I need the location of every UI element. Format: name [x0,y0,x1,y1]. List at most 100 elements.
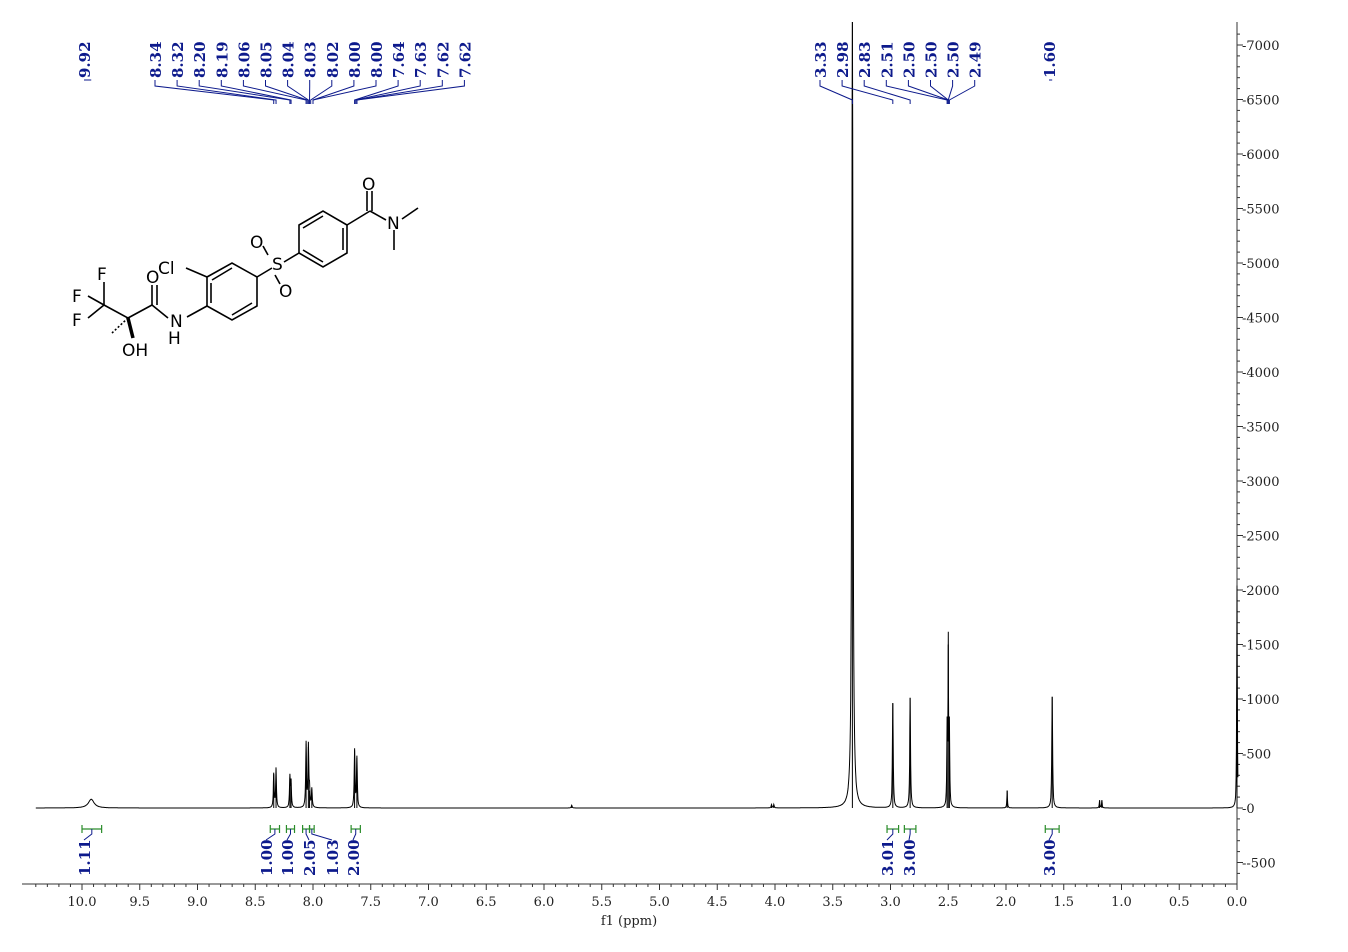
ring-b [299,211,347,267]
peak-label: 8.34 [147,41,165,78]
peak-label: 3.33 [812,41,830,78]
atom-oh: OH [122,341,148,361]
peak-label: 9.92 [76,41,94,78]
peak-label: 8.05 [258,41,276,78]
integral-label: 3.01 [879,839,897,876]
peak-label: 8.04 [280,41,298,78]
peak-connector [177,80,276,104]
bond-s-o1 [263,246,268,255]
x-tick-label: 4.0 [765,895,786,910]
y-tick-label: -1000 [1242,693,1279,708]
y-tick-label: -0 [1242,802,1255,817]
peak-connector [820,80,852,104]
peak-label: 2.50 [923,41,941,78]
atom-o-sulfonyl-2: O [279,282,292,302]
peak-label: 8.20 [191,41,209,78]
x-tick-label: 8.5 [245,895,266,910]
ring-a-double-1 [212,268,232,280]
y-tick-label: -3000 [1242,475,1279,490]
y-tick-label: -7000 [1242,39,1279,54]
peak-label: 7.62 [434,41,452,78]
x-tick-label: 0.0 [1227,895,1248,910]
y-tick-label: -6500 [1242,94,1279,109]
ring-b-double-3 [303,250,323,262]
molecule-structure [88,191,418,338]
bond-cf3-f3 [88,305,104,318]
peak-label: 2.50 [900,41,918,78]
integral-connector [306,829,309,840]
peak-label: 2.51 [878,41,896,78]
peak-label: 8.19 [213,41,231,78]
atom-f1: F [97,265,107,285]
integrals: 1.11 1.00 1.00 2.05 1.03 2.00 3.01 3.00 3.00 [76,825,1059,876]
x-tick-label: 7.0 [418,895,439,910]
bond-cq-oh [128,318,133,338]
integral-label: 1.00 [258,839,276,876]
bond-nh [187,306,207,317]
peak-label: 8.03 [302,41,320,78]
y-tick-label: -1500 [1242,639,1279,654]
integral-connector [287,829,290,840]
peak-connector [948,80,952,104]
peak-labels: 9.92 8.34 8.32 8.20 8.19 8.06 8.05 8.04 8.03 8.02… [76,41,1059,104]
atom-o-amide: O [146,268,159,288]
peak-connector [357,80,442,104]
bond-n-me1 [402,208,418,219]
atom-o-sulfonyl-1: O [250,233,263,253]
bond-ring-s [257,268,272,277]
peak-label: 2.83 [856,41,874,78]
peak-connector [311,80,332,104]
peak-label: 2.49 [967,41,985,78]
x-tick-label: 8.0 [303,895,324,910]
y-tick-label: -5000 [1242,257,1279,272]
atom-o-dma: O [362,175,375,195]
peak-connector [221,80,291,104]
y-tick-label: -5500 [1242,203,1279,218]
peak-label: 1.60 [1041,41,1059,78]
y-tick-label: -4500 [1242,312,1279,327]
peak-label: 2.50 [945,41,963,78]
integral-label: 3.00 [1041,839,1059,876]
x-tick-label: 2.0 [996,895,1017,910]
x-tick-label: 0.5 [1169,895,1190,910]
peak-connector [864,80,910,104]
peak-connector [357,80,465,104]
x-tick-label: 9.0 [187,895,208,910]
y-tick-label: -2000 [1242,584,1279,599]
peak-label: 7.63 [412,41,430,78]
peak-connector [949,80,974,104]
integral-connector [353,829,356,840]
integral-connector [909,829,910,840]
bond-cl [186,268,207,277]
x-tick-label: 6.5 [476,895,497,910]
x-axis-title: f1 (ppm) [601,914,657,929]
peak-label: 8.00 [368,41,386,78]
x-tick-label: 7.5 [360,895,381,910]
ring-a [207,263,257,320]
bond-ring-cdma [347,211,370,225]
bond-cq-cf3 [104,305,128,318]
atom-s: S [272,255,283,275]
bond-n-c [152,305,168,318]
y-tick-label: -3500 [1242,421,1279,436]
x-tick-label: 1.0 [1111,895,1132,910]
x-tick-label: 1.5 [1053,895,1074,910]
x-tick-label: 5.5 [591,895,612,910]
axes: 10.0 9.5 9.0 8.5 8.0 7.5 7.0 6.5 6.0 5.5 5.0 4.5 4.0… [22,22,1279,910]
x-tick-label: 4.5 [707,895,728,910]
y-tick-label: -6000 [1242,148,1279,163]
peak-connector [931,80,949,104]
integral-label: 3.00 [901,839,919,876]
atom-n-dma: N [387,214,400,234]
peak-label: 8.32 [169,41,187,78]
integral-label: 1.03 [324,839,342,876]
peak-label: 8.00 [346,41,364,78]
y-tick-label: -4000 [1242,366,1279,381]
bond-cq-me [112,318,128,333]
spectrum-trace [36,22,1238,808]
x-tick-label: 3.0 [880,895,901,910]
peak-connector [155,80,274,104]
peak-label: 7.64 [390,41,408,78]
integral-connector [84,829,92,840]
